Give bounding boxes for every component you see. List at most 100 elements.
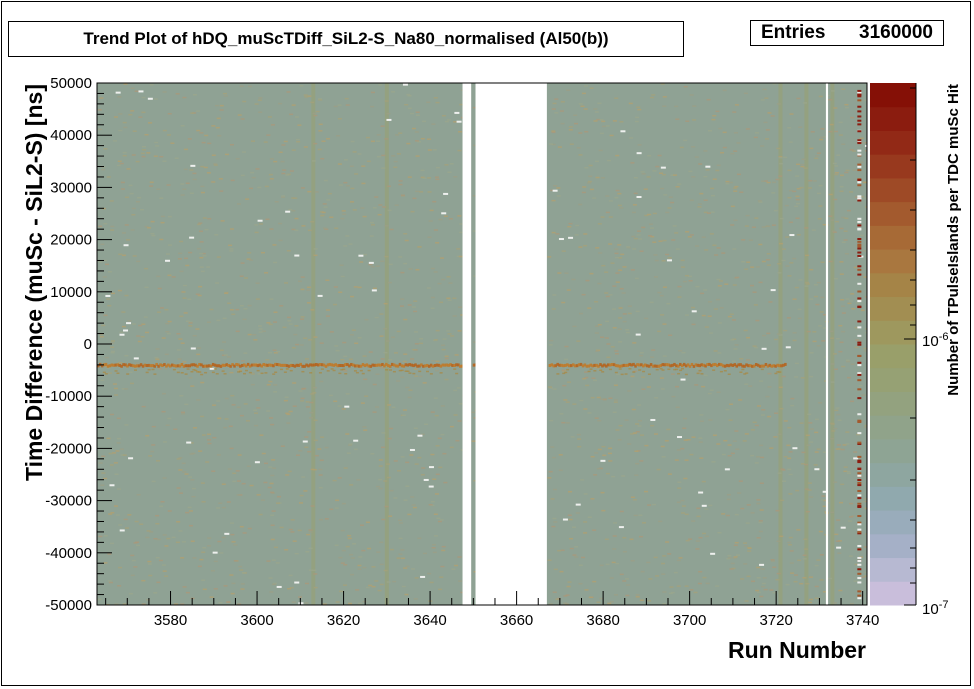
dense-run-cell bbox=[857, 531, 862, 534]
noise-cell bbox=[388, 359, 393, 361]
noise-cell bbox=[123, 83, 128, 85]
noise-cell bbox=[257, 186, 262, 189]
noise-cell bbox=[101, 168, 106, 171]
noise-cell bbox=[209, 596, 214, 598]
peak-cell bbox=[554, 364, 557, 368]
noise-cell bbox=[419, 337, 424, 340]
noise-cell bbox=[760, 145, 765, 147]
noise-cell bbox=[351, 329, 356, 331]
color-palette: 10-710-6 bbox=[870, 83, 948, 618]
noise-cell bbox=[227, 302, 232, 304]
noise-cell bbox=[313, 386, 318, 389]
noise-cell bbox=[361, 549, 366, 552]
noise-cell bbox=[796, 529, 801, 531]
x-tick-label: 3640 bbox=[413, 612, 446, 629]
noise-cell bbox=[135, 160, 140, 163]
noise-cell bbox=[192, 557, 197, 559]
low-value-cell bbox=[417, 434, 423, 437]
noise-cell bbox=[594, 111, 599, 113]
noise-cell bbox=[207, 321, 212, 323]
noise-cell bbox=[434, 176, 439, 178]
noise-cell bbox=[299, 344, 304, 346]
noise-cell bbox=[733, 187, 738, 189]
noise-cell bbox=[457, 420, 462, 422]
noise-cell bbox=[763, 121, 768, 124]
noise-cell bbox=[207, 537, 212, 539]
noise-cell bbox=[381, 432, 386, 434]
noise-cell bbox=[174, 603, 179, 605]
noise-cell bbox=[732, 557, 737, 559]
noise-cell bbox=[403, 318, 408, 321]
noise-cell bbox=[323, 179, 328, 182]
low-value-cell bbox=[789, 234, 795, 237]
noise-cell bbox=[200, 482, 205, 484]
noise-cell bbox=[263, 462, 268, 465]
noise-cell bbox=[860, 273, 865, 276]
dense-run-cell bbox=[857, 217, 862, 220]
peak-tail-cell bbox=[599, 369, 603, 371]
noise-cell bbox=[237, 369, 242, 371]
dense-run-cell bbox=[857, 179, 862, 182]
noise-cell bbox=[381, 154, 386, 157]
noise-cell bbox=[290, 519, 295, 521]
noise-cell bbox=[456, 248, 461, 250]
low-value-cell bbox=[109, 484, 115, 487]
noise-cell bbox=[114, 603, 119, 605]
noise-cell bbox=[198, 230, 203, 233]
noise-cell bbox=[633, 237, 638, 240]
peak-cell bbox=[616, 364, 620, 368]
peak-cell bbox=[231, 363, 234, 367]
noise-cell bbox=[795, 175, 800, 177]
noise-cell bbox=[668, 592, 673, 595]
noise-cell bbox=[248, 187, 253, 190]
noise-cell bbox=[321, 140, 326, 143]
noise-cell bbox=[588, 596, 593, 599]
noise-cell bbox=[414, 140, 419, 142]
noise-cell bbox=[404, 103, 409, 106]
noise-cell bbox=[404, 239, 409, 242]
noise-cell bbox=[662, 555, 667, 557]
peak-cell bbox=[316, 363, 320, 367]
noise-cell bbox=[635, 594, 640, 596]
noise-cell bbox=[381, 446, 386, 449]
noise-cell bbox=[637, 230, 642, 232]
noise-cell bbox=[597, 102, 602, 105]
noise-cell bbox=[428, 503, 433, 506]
noise-cell bbox=[599, 119, 604, 121]
noise-cell bbox=[471, 440, 476, 442]
noise-cell bbox=[315, 110, 320, 113]
low-value-cell bbox=[212, 551, 218, 554]
noise-cell bbox=[608, 397, 613, 399]
noise-cell bbox=[246, 258, 251, 260]
peak-cell bbox=[579, 362, 583, 366]
noise-cell bbox=[393, 497, 398, 499]
noise-cell bbox=[164, 575, 169, 577]
noise-cell bbox=[776, 540, 781, 543]
noise-cell bbox=[176, 458, 181, 460]
noise-cell bbox=[841, 216, 846, 219]
peak-tail-cell bbox=[213, 368, 217, 370]
noise-cell bbox=[114, 394, 119, 396]
noise-cell bbox=[800, 165, 805, 168]
noise-cell bbox=[659, 377, 664, 379]
noise-cell bbox=[787, 468, 792, 471]
noise-cell bbox=[573, 122, 578, 125]
noise-cell bbox=[155, 358, 160, 360]
low-value-cell bbox=[119, 529, 125, 532]
noise-cell bbox=[405, 485, 410, 487]
peak-tail-cell bbox=[667, 368, 671, 371]
noise-cell bbox=[449, 446, 454, 449]
noise-cell bbox=[293, 333, 298, 336]
noise-cell bbox=[148, 122, 153, 124]
noise-cell bbox=[761, 226, 766, 228]
dense-run-cell bbox=[857, 421, 862, 424]
noise-cell bbox=[255, 282, 260, 284]
peak-cell bbox=[289, 363, 293, 367]
noise-cell bbox=[600, 177, 605, 179]
noise-cell bbox=[107, 580, 112, 582]
noise-cell bbox=[195, 110, 200, 112]
noise-cell bbox=[378, 84, 383, 86]
noise-cell bbox=[414, 577, 419, 579]
noise-cell bbox=[392, 580, 397, 583]
noise-cell bbox=[574, 234, 579, 236]
